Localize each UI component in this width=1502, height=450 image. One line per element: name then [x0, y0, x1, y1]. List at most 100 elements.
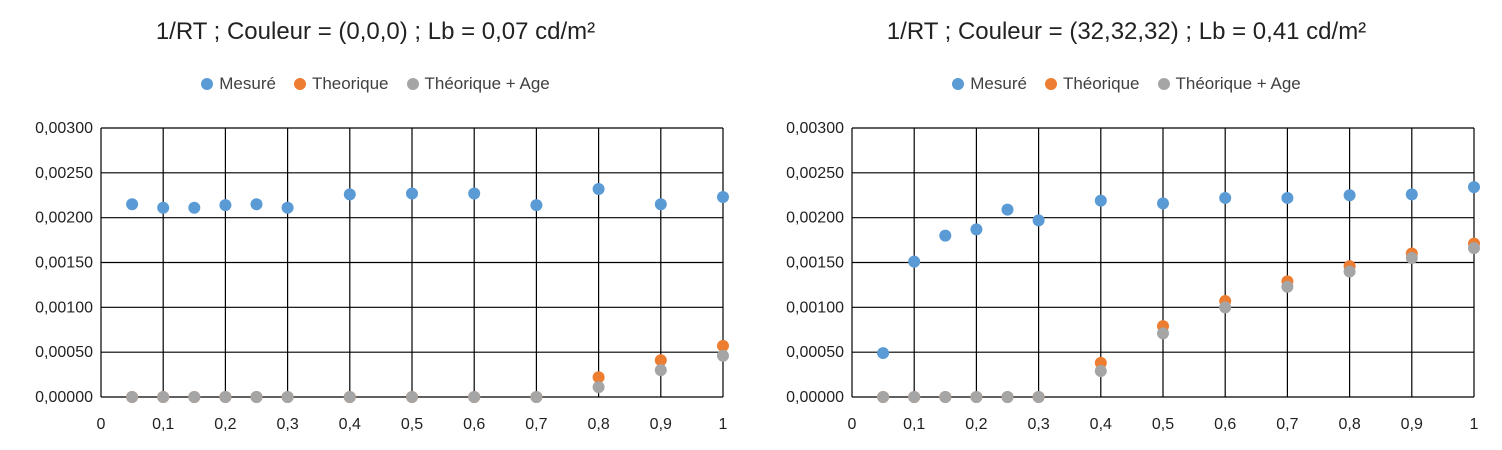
y-tick-label: 0,00300 — [786, 120, 844, 137]
x-tick-label: 0,9 — [1401, 416, 1423, 433]
x-tick-label: 0,9 — [650, 416, 672, 433]
legend-label: Theorique — [311, 74, 389, 93]
data-point — [970, 223, 983, 236]
x-tick-label: 0,1 — [152, 416, 174, 433]
data-point — [219, 199, 232, 212]
y-tick-label: 0,00050 — [35, 344, 93, 361]
x-tick-label: 0,3 — [1027, 416, 1049, 433]
y-tick-label: 0,00250 — [786, 165, 844, 182]
x-tick-label: 0,8 — [1338, 416, 1360, 433]
data-point — [970, 391, 983, 403]
data-point — [281, 391, 294, 403]
data-point — [343, 188, 356, 201]
x-tick-label: 0,6 — [1214, 416, 1236, 433]
data-point — [1032, 214, 1045, 227]
data-point — [654, 198, 667, 211]
x-tick-label: 0,8 — [587, 416, 609, 433]
data-point — [717, 339, 729, 352]
legend-marker-theorique-age — [406, 78, 419, 90]
data-point — [1343, 265, 1356, 278]
x-tick-label: 0,5 — [401, 416, 423, 433]
legend-label: Mesuré — [219, 74, 276, 93]
data-point — [188, 391, 201, 403]
chart-title: 1/RT ; Couleur = (32,32,32) ; Lb = 0,41 … — [886, 18, 1367, 45]
data-point — [1001, 203, 1014, 216]
legend-item-theorique-age: Théorique + Age — [1157, 74, 1301, 94]
legend-label: Mesuré — [970, 74, 1027, 93]
data-point — [592, 381, 605, 394]
data-point — [654, 364, 667, 377]
legend-label: Théorique — [1062, 74, 1140, 93]
y-tick-label: 0,00000 — [35, 389, 93, 406]
data-point — [406, 187, 418, 200]
x-tick-label: 0 — [97, 416, 106, 433]
legend-marker-mesure — [952, 78, 965, 90]
chart-legend: Mesuré Théorique Théorique + Age — [751, 74, 1502, 94]
x-tick-label: 0,6 — [463, 416, 485, 433]
data-point — [939, 391, 952, 403]
x-tick-label: 0,7 — [525, 416, 547, 433]
data-point — [908, 255, 921, 268]
data-point — [1219, 191, 1232, 204]
x-tick-label: 1 — [1470, 416, 1479, 433]
data-point — [126, 391, 139, 403]
x-tick-label: 0,4 — [1090, 416, 1112, 433]
y-tick-label: 0,00150 — [786, 255, 844, 272]
data-point — [717, 349, 729, 362]
data-point — [877, 391, 890, 403]
data-point — [592, 371, 605, 384]
data-point — [468, 187, 481, 200]
y-tick-label: 0,00300 — [35, 120, 93, 137]
data-point — [1405, 188, 1418, 201]
data-point — [1001, 391, 1014, 403]
data-point — [1157, 197, 1169, 210]
data-point — [654, 354, 667, 367]
y-tick-label: 0,00200 — [35, 210, 93, 227]
x-tick-label: 0,4 — [339, 416, 361, 433]
x-tick-label: 1 — [719, 416, 728, 433]
data-point — [126, 198, 139, 211]
y-tick-label: 0,00000 — [786, 389, 844, 406]
chart-title: 1/RT ; Couleur = (0,0,0) ; Lb = 0,07 cd/… — [155, 18, 596, 45]
data-point — [188, 201, 201, 214]
legend-item-mesure: Mesuré — [201, 74, 276, 94]
x-tick-label: 0,2 — [965, 416, 987, 433]
y-tick-label: 0,00100 — [786, 299, 844, 316]
y-tick-label: 0,00100 — [35, 299, 93, 316]
data-point — [1281, 280, 1294, 293]
data-point — [1343, 189, 1356, 202]
data-point — [717, 191, 729, 204]
data-point — [250, 391, 263, 403]
data-point — [592, 182, 605, 195]
x-tick-label: 0,5 — [1152, 416, 1174, 433]
data-point — [1157, 327, 1169, 340]
legend-marker-theorique — [1044, 78, 1057, 90]
legend-label: Théorique + Age — [1175, 74, 1301, 93]
x-tick-label: 0,3 — [276, 416, 298, 433]
data-point — [530, 391, 543, 403]
data-point — [406, 391, 418, 403]
legend-label: Théorique + Age — [424, 74, 550, 93]
data-point — [1219, 301, 1232, 314]
chart-legend: Mesuré Theorique Théorique + Age — [0, 74, 751, 94]
data-point — [939, 229, 952, 242]
x-tick-label: 0,7 — [1276, 416, 1298, 433]
plot-area: 0,00000 0,00050 0,00100 0,00150 0,00200 0,002… — [35, 120, 729, 433]
data-point — [1094, 364, 1107, 377]
data-point — [250, 198, 263, 211]
data-point — [1281, 191, 1294, 204]
x-tick-label: 0 — [848, 416, 857, 433]
data-point — [877, 347, 890, 360]
plot-area: 0,00000 0,00050 0,00100 0,00150 0,00200 0,002… — [786, 120, 1480, 433]
x-tick-label: 0,1 — [903, 416, 925, 433]
data-point — [343, 391, 356, 403]
y-tick-label: 0,00050 — [786, 344, 844, 361]
y-tick-label: 0,00150 — [35, 255, 93, 272]
legend-marker-theorique-age — [1157, 78, 1170, 90]
y-tick-label: 0,00250 — [35, 165, 93, 182]
legend-marker-mesure — [201, 78, 214, 90]
data-point — [157, 391, 170, 403]
data-point — [530, 199, 543, 212]
data-point — [157, 201, 170, 214]
data-point — [219, 391, 232, 403]
